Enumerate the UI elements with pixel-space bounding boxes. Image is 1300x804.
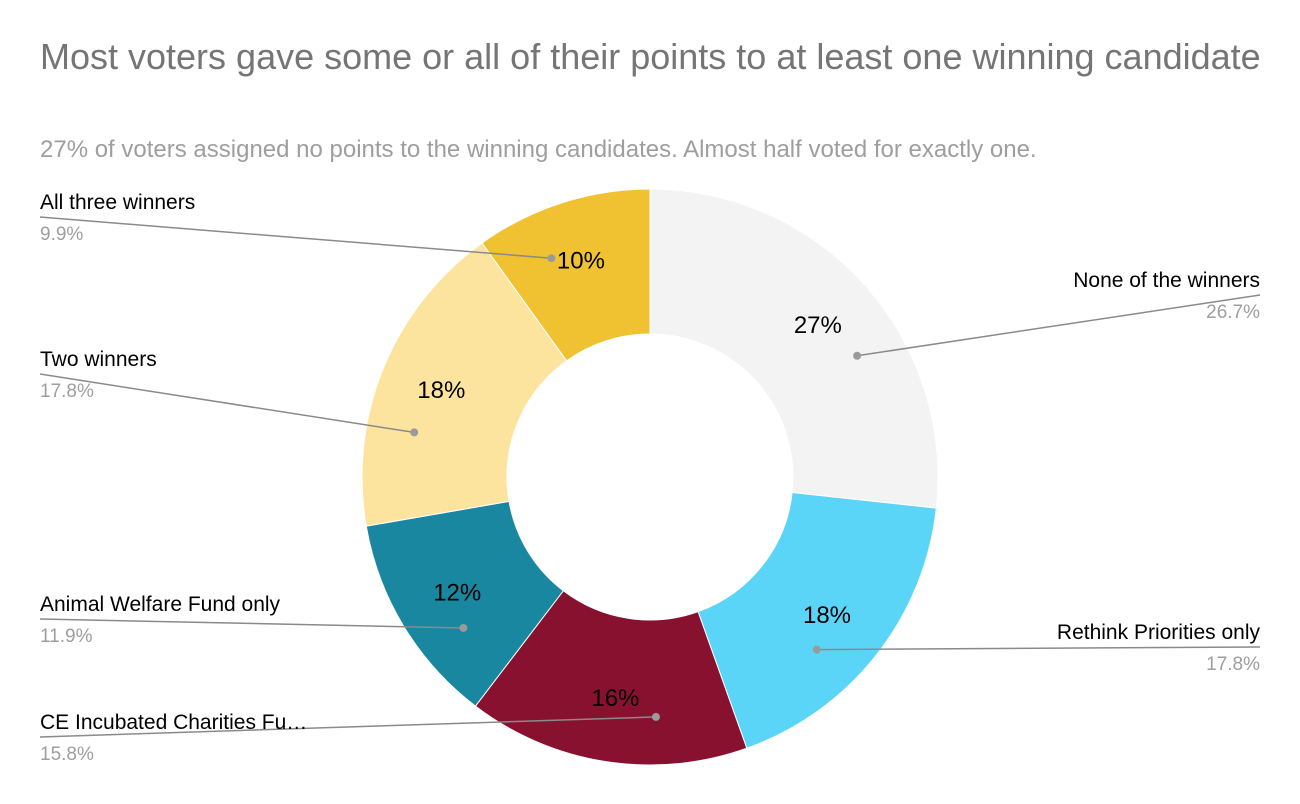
slice-animal-welfare-fund-only — [365, 500, 565, 707]
slice-label-all-three-winners: 10% — [557, 248, 605, 275]
slices-layer — [361, 188, 939, 766]
legend-label-rethink-priorities-only: Rethink Priorities only — [1057, 621, 1261, 644]
slice-label-two-winners: 18% — [417, 377, 465, 404]
legend-label-two-winners: Two winners — [40, 348, 157, 371]
leader-line-two-winners — [39, 373, 415, 434]
leader-line-rethink-priorities-only — [816, 646, 1261, 651]
legend-pct-all-three-winners: 9.9% — [40, 224, 83, 245]
slice-label-rethink-priorities-only: 18% — [803, 602, 851, 629]
legend-pct-rethink-priorities-only: 17.8% — [1206, 654, 1260, 675]
leader-dot-none-of-the-winners — [853, 351, 862, 360]
slice-none-of-the-winners — [649, 188, 939, 509]
legend-label-none-of-the-winners: None of the winners — [1073, 269, 1260, 292]
leader-dot-two-winners — [410, 428, 419, 437]
leader-dot-all-three-winners — [547, 254, 556, 263]
leader-line-animal-welfare-fund-only — [39, 618, 464, 629]
slice-label-ce-incubated-charities-fu: 16% — [591, 685, 639, 712]
legend-label-animal-welfare-fund-only: Animal Welfare Fund only — [40, 593, 281, 616]
chart-subtitle: 27% of voters assigned no points to the … — [40, 136, 1037, 163]
legend-pct-none-of-the-winners: 26.7% — [1206, 302, 1260, 323]
legend-pct-ce-incubated-charities-fu: 15.8% — [40, 744, 94, 765]
leaders-layer — [39, 216, 1261, 738]
legend-pct-two-winners: 17.8% — [40, 381, 94, 402]
slice-rethink-priorities-only — [697, 491, 937, 749]
labels-layer: 27% None of the winners 26.7% 18% Rethink Pr… — [40, 191, 1260, 765]
legend-label-all-three-winners: All three winners — [40, 191, 195, 214]
leader-dot-animal-welfare-fund-only — [459, 623, 468, 632]
leader-line-all-three-winners — [39, 216, 552, 259]
slice-label-none-of-the-winners: 27% — [794, 312, 842, 339]
slice-ce-incubated-charities-fu — [474, 590, 748, 766]
legend-pct-animal-welfare-fund-only: 11.9% — [40, 626, 93, 647]
chart-title: Most voters gave some or all of their po… — [40, 36, 1261, 77]
slice-label-animal-welfare-fund-only: 12% — [433, 579, 481, 606]
slice-all-three-winners — [481, 188, 651, 362]
legend-label-ce-incubated-charities-fu: CE Incubated Charities Fu… — [40, 711, 307, 734]
leader-line-none-of-the-winners — [857, 294, 1261, 357]
leader-dot-ce-incubated-charities-fu — [651, 712, 660, 721]
leader-dot-rethink-priorities-only — [812, 645, 821, 654]
leader-line-ce-incubated-charities-fu — [39, 716, 656, 738]
